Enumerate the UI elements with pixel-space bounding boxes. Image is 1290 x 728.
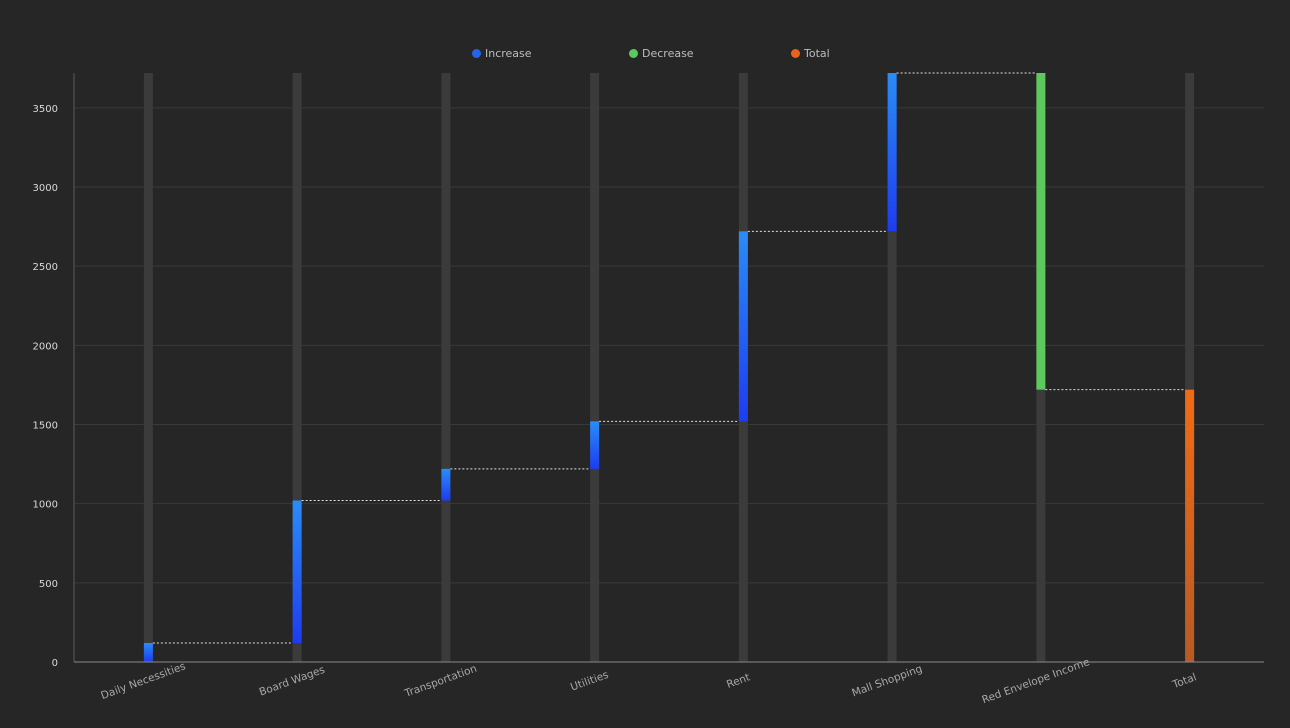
legend-item-decrease[interactable]: Decrease	[629, 47, 694, 60]
legend-label-increase: Increase	[485, 47, 532, 60]
connector-lines	[152, 72, 1186, 644]
legend-marker-increase	[472, 49, 481, 58]
x-tick-labels: Daily Necessities Board Wages Transportati…	[99, 656, 1198, 706]
x-tick-label: Daily Necessities	[99, 660, 187, 702]
y-tick-label: 0	[52, 658, 58, 669]
legend-item-increase[interactable]: Increase	[472, 47, 532, 60]
bar-daily-necessities	[143, 643, 153, 662]
y-tick-label: 1500	[33, 421, 58, 432]
bar-track-daily-necessities	[143, 73, 153, 662]
bar-transportation	[441, 468, 451, 501]
y-tick-label: 1000	[33, 500, 58, 511]
grid-lines	[74, 107, 1264, 584]
legend-marker-decrease	[629, 49, 638, 58]
y-tick-label: 2500	[33, 262, 58, 273]
x-tick-label: Mall Shopping	[850, 663, 924, 700]
x-tick-label: Transportation	[402, 663, 478, 701]
x-tick-label: Rent	[725, 671, 752, 691]
y-tick-label: 2000	[33, 341, 58, 352]
bar-mall-shopping	[887, 73, 897, 232]
bar-board-wages	[292, 500, 302, 643]
y-tick-label: 500	[39, 579, 58, 590]
bars	[143, 73, 1195, 662]
axes	[73, 73, 1264, 663]
legend-label-total: Total	[804, 47, 830, 60]
chart-legend: Increase Decrease Total	[0, 47, 1290, 65]
bar-track-utilities	[590, 73, 600, 662]
legend-marker-total	[791, 49, 800, 58]
x-tick-label: Utilities	[569, 669, 610, 694]
x-tick-label: Red Envelope Income	[980, 656, 1091, 706]
bar-total	[1185, 389, 1195, 662]
x-tick-label: Board Wages	[258, 664, 327, 699]
x-tick-label: Total	[1170, 671, 1198, 691]
legend-label-decrease: Decrease	[642, 47, 694, 60]
y-tick-labels: 0 500 1000 1500 2000 2500 3000 3500	[33, 104, 58, 669]
bar-track-board-wages	[292, 73, 302, 662]
legend-item-total[interactable]: Total	[791, 47, 830, 60]
bar-track-mall-shopping	[887, 73, 897, 662]
bar-red-envelope-income	[1036, 73, 1046, 390]
y-tick-label: 3000	[33, 183, 58, 194]
bar-track-total	[1185, 73, 1195, 662]
y-tick-label: 3500	[33, 104, 58, 115]
bar-track-transportation	[441, 73, 451, 662]
bar-utilities	[590, 421, 600, 469]
bar-rent	[738, 231, 748, 422]
